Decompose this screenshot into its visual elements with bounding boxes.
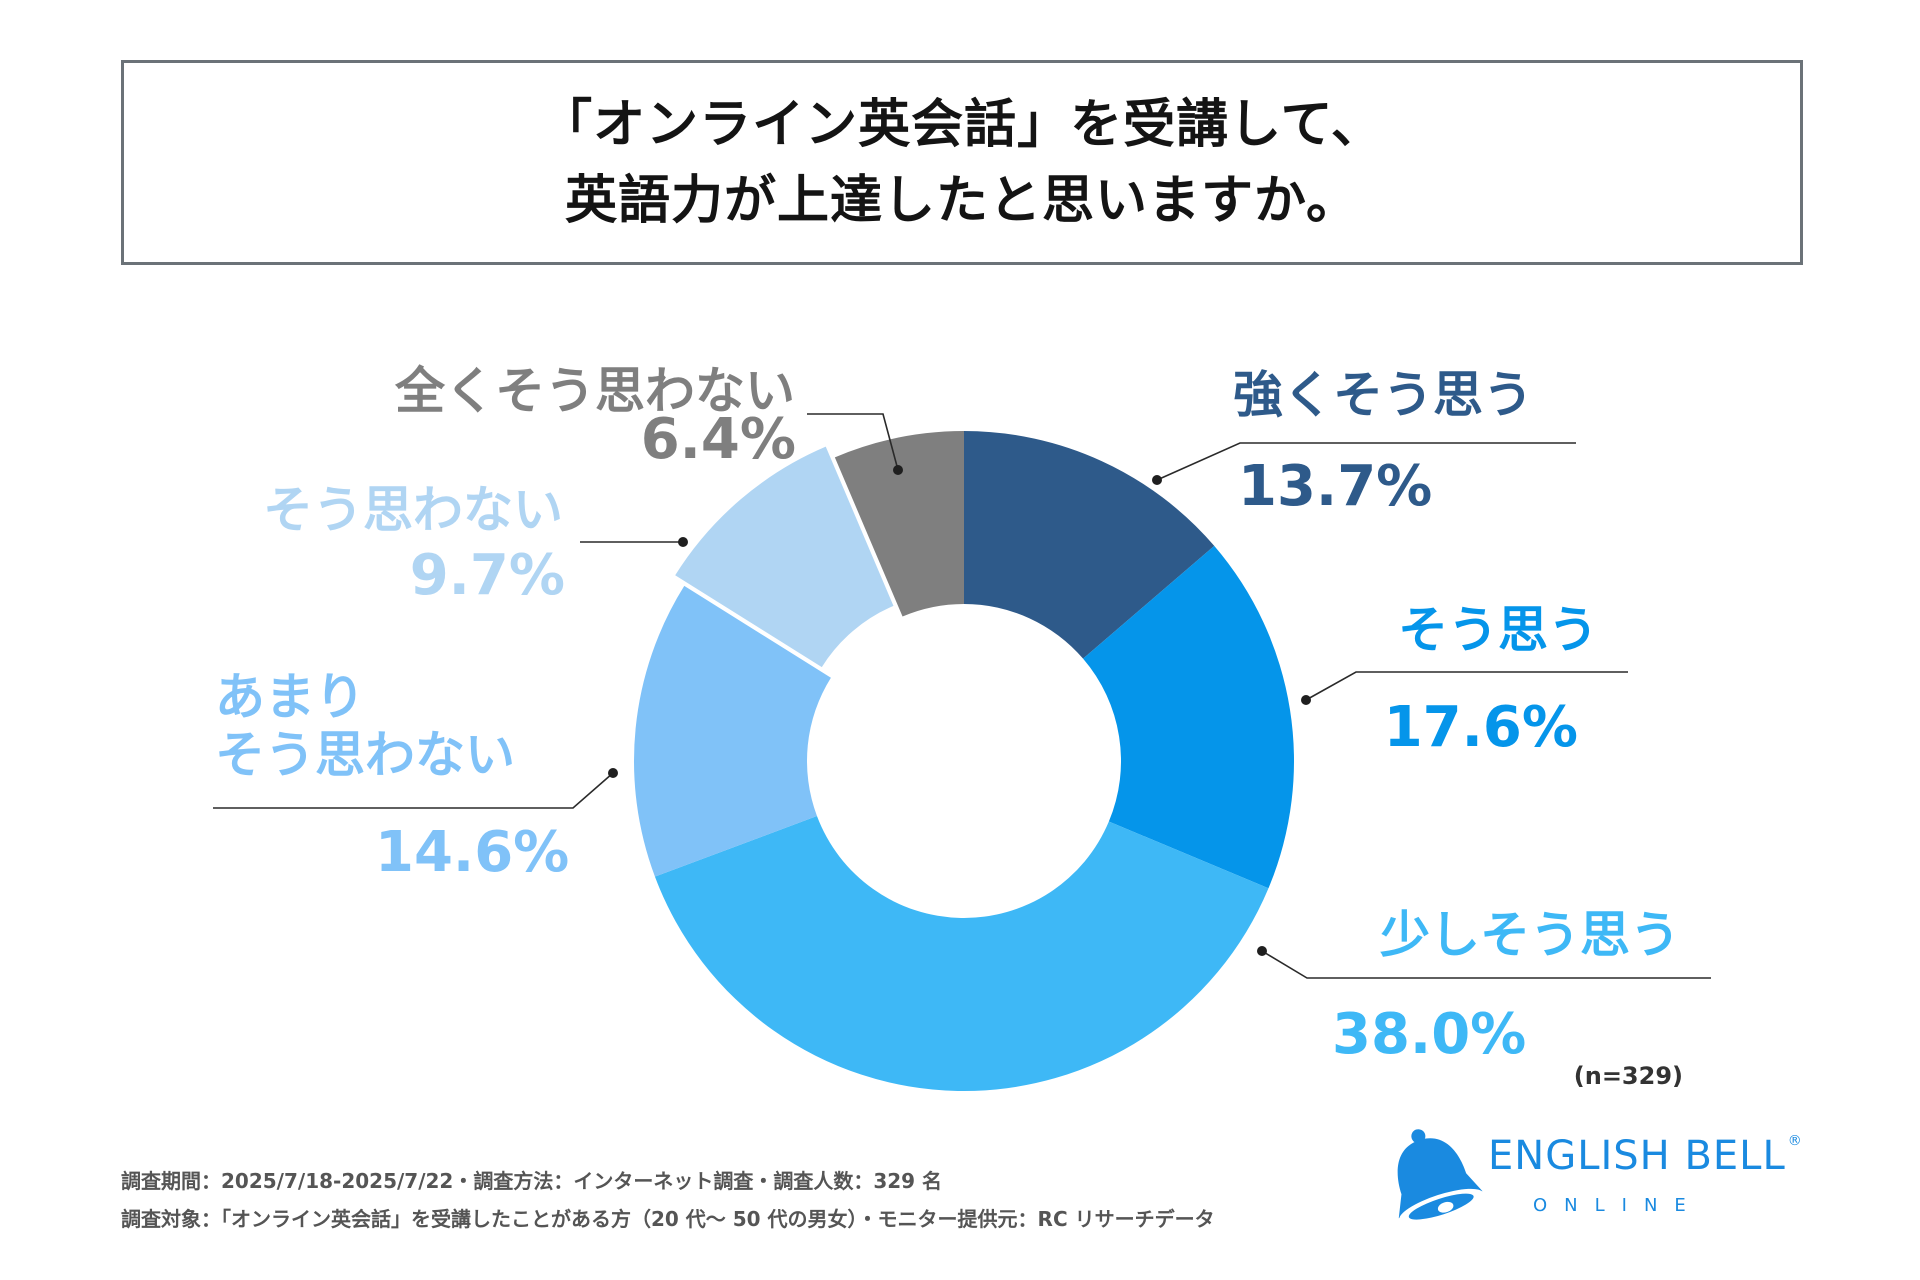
donut-slice xyxy=(834,431,964,617)
leader-dot xyxy=(678,537,688,547)
english-bell-logo: ENGLISH BELL ® ONLINE xyxy=(1378,1125,1818,1235)
slice-label: 強くそう思う xyxy=(1233,366,1533,424)
leader-line xyxy=(1156,442,1576,481)
slice-label: そう思う xyxy=(1398,601,1598,659)
leader-dot xyxy=(1301,695,1311,705)
slice-value-label: 13.7% xyxy=(1238,454,1432,519)
leader-dot xyxy=(1152,475,1162,485)
leader-line xyxy=(213,772,614,809)
leader-line xyxy=(1261,950,1711,979)
leader-line xyxy=(1305,671,1628,701)
leader-dot xyxy=(1257,946,1267,956)
title-box: 「オンライン英会話」を受講して、 英語力が上達したと思いますか。 xyxy=(121,60,1803,265)
donut-slice xyxy=(1083,545,1294,889)
logo-sub: ONLINE xyxy=(1533,1195,1703,1216)
bell-icon xyxy=(1397,1129,1483,1225)
slice-label: あまり xyxy=(215,668,365,726)
slice-value-label: 38.0% xyxy=(1332,1002,1526,1067)
slice-value-label: 6.4% xyxy=(641,407,796,472)
slice-value-label: 17.6% xyxy=(1384,695,1578,760)
title-line-1: 「オンライン英会話」を受講して、 xyxy=(540,94,1384,155)
slice-label: 少しそう思う xyxy=(1380,906,1680,964)
donut-slice xyxy=(964,431,1215,659)
footer-survey-info: 調査期間：2025/7/18-2025/7/22・調査方法：インターネット調査・… xyxy=(121,1169,943,1193)
leader-dot xyxy=(893,465,903,475)
footer-survey-target: 調査対象：「オンライン英会話」を受講したことがある方（20 代〜 50 代の男女… xyxy=(121,1207,1215,1231)
donut-slice xyxy=(675,446,894,668)
slice-value-label: 9.7% xyxy=(410,543,565,608)
donut-slice xyxy=(654,816,1269,1091)
sample-size-label: (n=329) xyxy=(1574,1062,1683,1090)
title-line-2: 英語力が上達したと思いますか。 xyxy=(565,170,1359,231)
logo-name: ENGLISH BELL ® xyxy=(1488,1133,1803,1179)
leader-line xyxy=(807,413,899,471)
slice-value-label: 14.6% xyxy=(375,820,569,885)
leader-dot xyxy=(608,768,618,778)
slice-label: そう思わない xyxy=(263,481,563,539)
donut-slice xyxy=(634,585,831,877)
slice-label: 全くそう思わない xyxy=(394,362,795,420)
slice-label-line2: そう思わない xyxy=(215,726,515,784)
